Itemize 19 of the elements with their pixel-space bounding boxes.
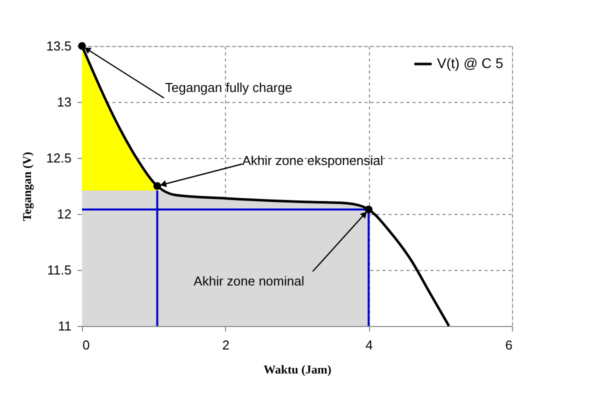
y-axis-title: Tegangan (V) bbox=[20, 152, 34, 222]
x-tick-label: 6 bbox=[505, 338, 512, 352]
y-tick-label: 13 bbox=[57, 94, 72, 110]
x-tick-label: 0 bbox=[82, 338, 90, 352]
point bbox=[153, 182, 162, 190]
point bbox=[364, 206, 373, 214]
x-tick-label: 2 bbox=[222, 338, 230, 352]
x-tick-label: 4 bbox=[366, 338, 373, 352]
annotation: Akhir zone eksponensial bbox=[242, 153, 384, 168]
point bbox=[78, 42, 86, 50]
y-tick-label: 12.5 bbox=[46, 150, 72, 166]
y-tick-label: 12 bbox=[57, 206, 72, 222]
annotation: Akhir zone nominal bbox=[194, 274, 304, 289]
annotation: Tegangan fully charge bbox=[165, 80, 292, 95]
legend-label: V(t) @ C 5 bbox=[437, 55, 504, 71]
y-tick-label: 13.5 bbox=[46, 38, 72, 54]
y-tick-label: 11 bbox=[58, 318, 72, 334]
y-tick-label: 11.5 bbox=[47, 262, 72, 278]
x-axis-title: Waktu (Jam) bbox=[264, 362, 332, 376]
